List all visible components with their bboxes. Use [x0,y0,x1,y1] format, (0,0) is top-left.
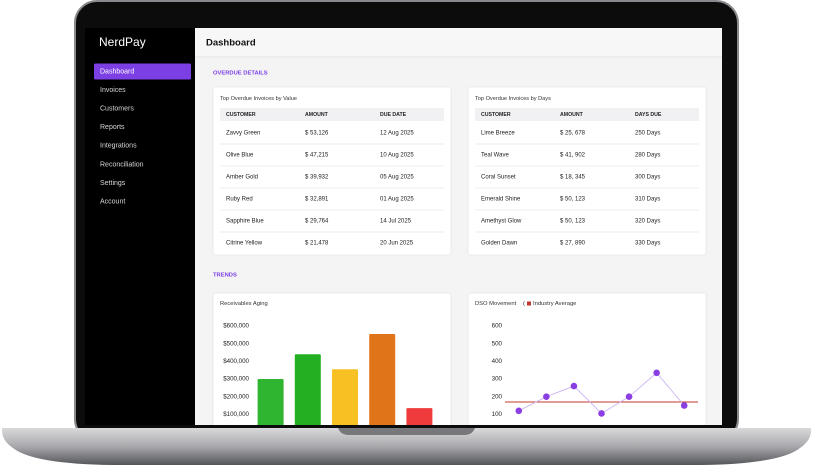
column-header: CUSTOMER [226,112,256,118]
nav-item[interactable]: Settings [100,180,126,187]
nav-item[interactable]: Dashboard [100,68,134,75]
table-cell: $ 39,932 [305,175,329,181]
table-cell: 320 Days [635,219,660,225]
table-cell: Amber Gold [226,175,258,181]
card-title: DSO Movement [475,301,517,307]
bar [406,408,433,425]
point [598,410,605,417]
table-cell: $ 50, 123 [560,197,586,203]
table-cell: 05 Aug 2025 [380,175,414,181]
table-cell: Coral Sunset [481,175,516,181]
nav-item[interactable]: Account [100,199,125,206]
table-header [475,108,699,121]
point [625,393,633,400]
table-cell: 330 Days [635,241,660,247]
card-title: Top Overdue Invoices by Days [475,96,551,102]
legend-swatch [527,301,531,306]
table-cell: $ 21,478 [305,241,329,247]
y-tick-label: 500 [492,340,503,347]
table-cell: Citrine Yellow [226,241,263,247]
card [467,292,707,425]
bar [257,379,284,425]
bar [332,369,358,425]
column-header: AMOUNT [305,112,329,118]
y-tick-label: $300,000 [223,376,249,383]
table-cell: $ 25, 678 [560,131,586,137]
screen: NerdPay Dashboard OVERDUE DETAILS TRENDS… [85,28,722,425]
laptop-notch [338,428,475,435]
point [515,407,523,415]
legend-label: Industry Average [533,301,576,307]
table-cell: $ 32,891 [305,197,329,203]
nav-item[interactable]: Invoices [100,87,126,94]
point [570,382,578,390]
table-cell: $ 53,126 [305,131,329,137]
table-cell: Amethyst Glow [481,219,522,225]
legend-bracket: ( [523,301,525,307]
y-tick-label: $500,000 [223,340,249,347]
table-cell: 250 Days [635,131,660,137]
y-tick-label: $600,000 [223,323,249,330]
column-header: DUE DATE [380,112,407,118]
y-tick-label: $100,000 [223,411,249,418]
section-heading: OVERDUE DETAILS [213,71,268,77]
y-tick-label: 200 [492,393,503,400]
card [212,86,452,256]
y-tick-label: 300 [492,376,503,383]
y-tick-label: 400 [492,358,503,365]
brand: NerdPay [99,35,146,49]
table-cell: 280 Days [635,153,660,159]
nav-item[interactable]: Customers [100,106,134,113]
table-cell: Teal Wave [481,153,509,159]
y-tick-label: $400,000 [223,358,249,365]
point [653,369,660,377]
table-cell: $ 18, 345 [560,175,586,181]
table-cell: 01 Aug 2025 [380,197,414,203]
laptop-base [1,428,812,465]
column-header: CUSTOMER [481,112,511,118]
table-cell: 310 Days [635,197,660,203]
nav-active [94,63,191,80]
header-bar [195,28,722,57]
y-tick-label: $200,000 [223,393,249,400]
table-cell: $ 50, 123 [560,219,586,225]
table-cell: $ 41, 902 [560,153,586,159]
table-header [220,108,444,121]
sidebar [85,28,195,425]
table-cell: $ 47,215 [305,153,329,159]
nav-item[interactable]: Integrations [100,143,137,150]
table-cell: $ 27, 890 [560,241,586,247]
table-cell: Olive Blue [226,153,254,159]
table-cell: Zavvy Green [226,131,260,137]
section-heading: TRENDS [213,273,237,279]
table-cell: Sapphire Blue [226,219,264,225]
card-title: Receivables Aging [220,301,268,307]
point [543,393,550,400]
table-cell: 300 Days [635,175,660,181]
table-cell: Ruby Red [226,197,253,203]
bar [294,354,321,425]
table-cell: 10 Aug 2025 [380,153,414,159]
table-cell: 20 Jun 2025 [380,241,414,247]
bar [369,333,396,425]
column-header: AMOUNT [560,112,584,118]
table-cell: $ 29,764 [305,219,329,225]
table-cell: Lime Breeze [481,131,515,137]
table-cell: 14 Jul 2025 [380,219,412,225]
column-header: DAYS DUE [635,112,662,118]
card [467,86,707,256]
y-tick-label: 600 [492,323,503,330]
table-cell: Emerald Shine [481,197,521,203]
table-cell: Golden Dawn [481,241,517,247]
y-tick-label: 100 [492,411,503,418]
table-cell: 12 Aug 2025 [380,131,414,137]
nav-item[interactable]: Reports [100,124,125,131]
point [680,402,688,409]
page-title: Dashboard [206,38,256,49]
nav-item[interactable]: Reconciliation [100,161,144,168]
card-title: Top Overdue Invoices by Value [220,96,297,102]
